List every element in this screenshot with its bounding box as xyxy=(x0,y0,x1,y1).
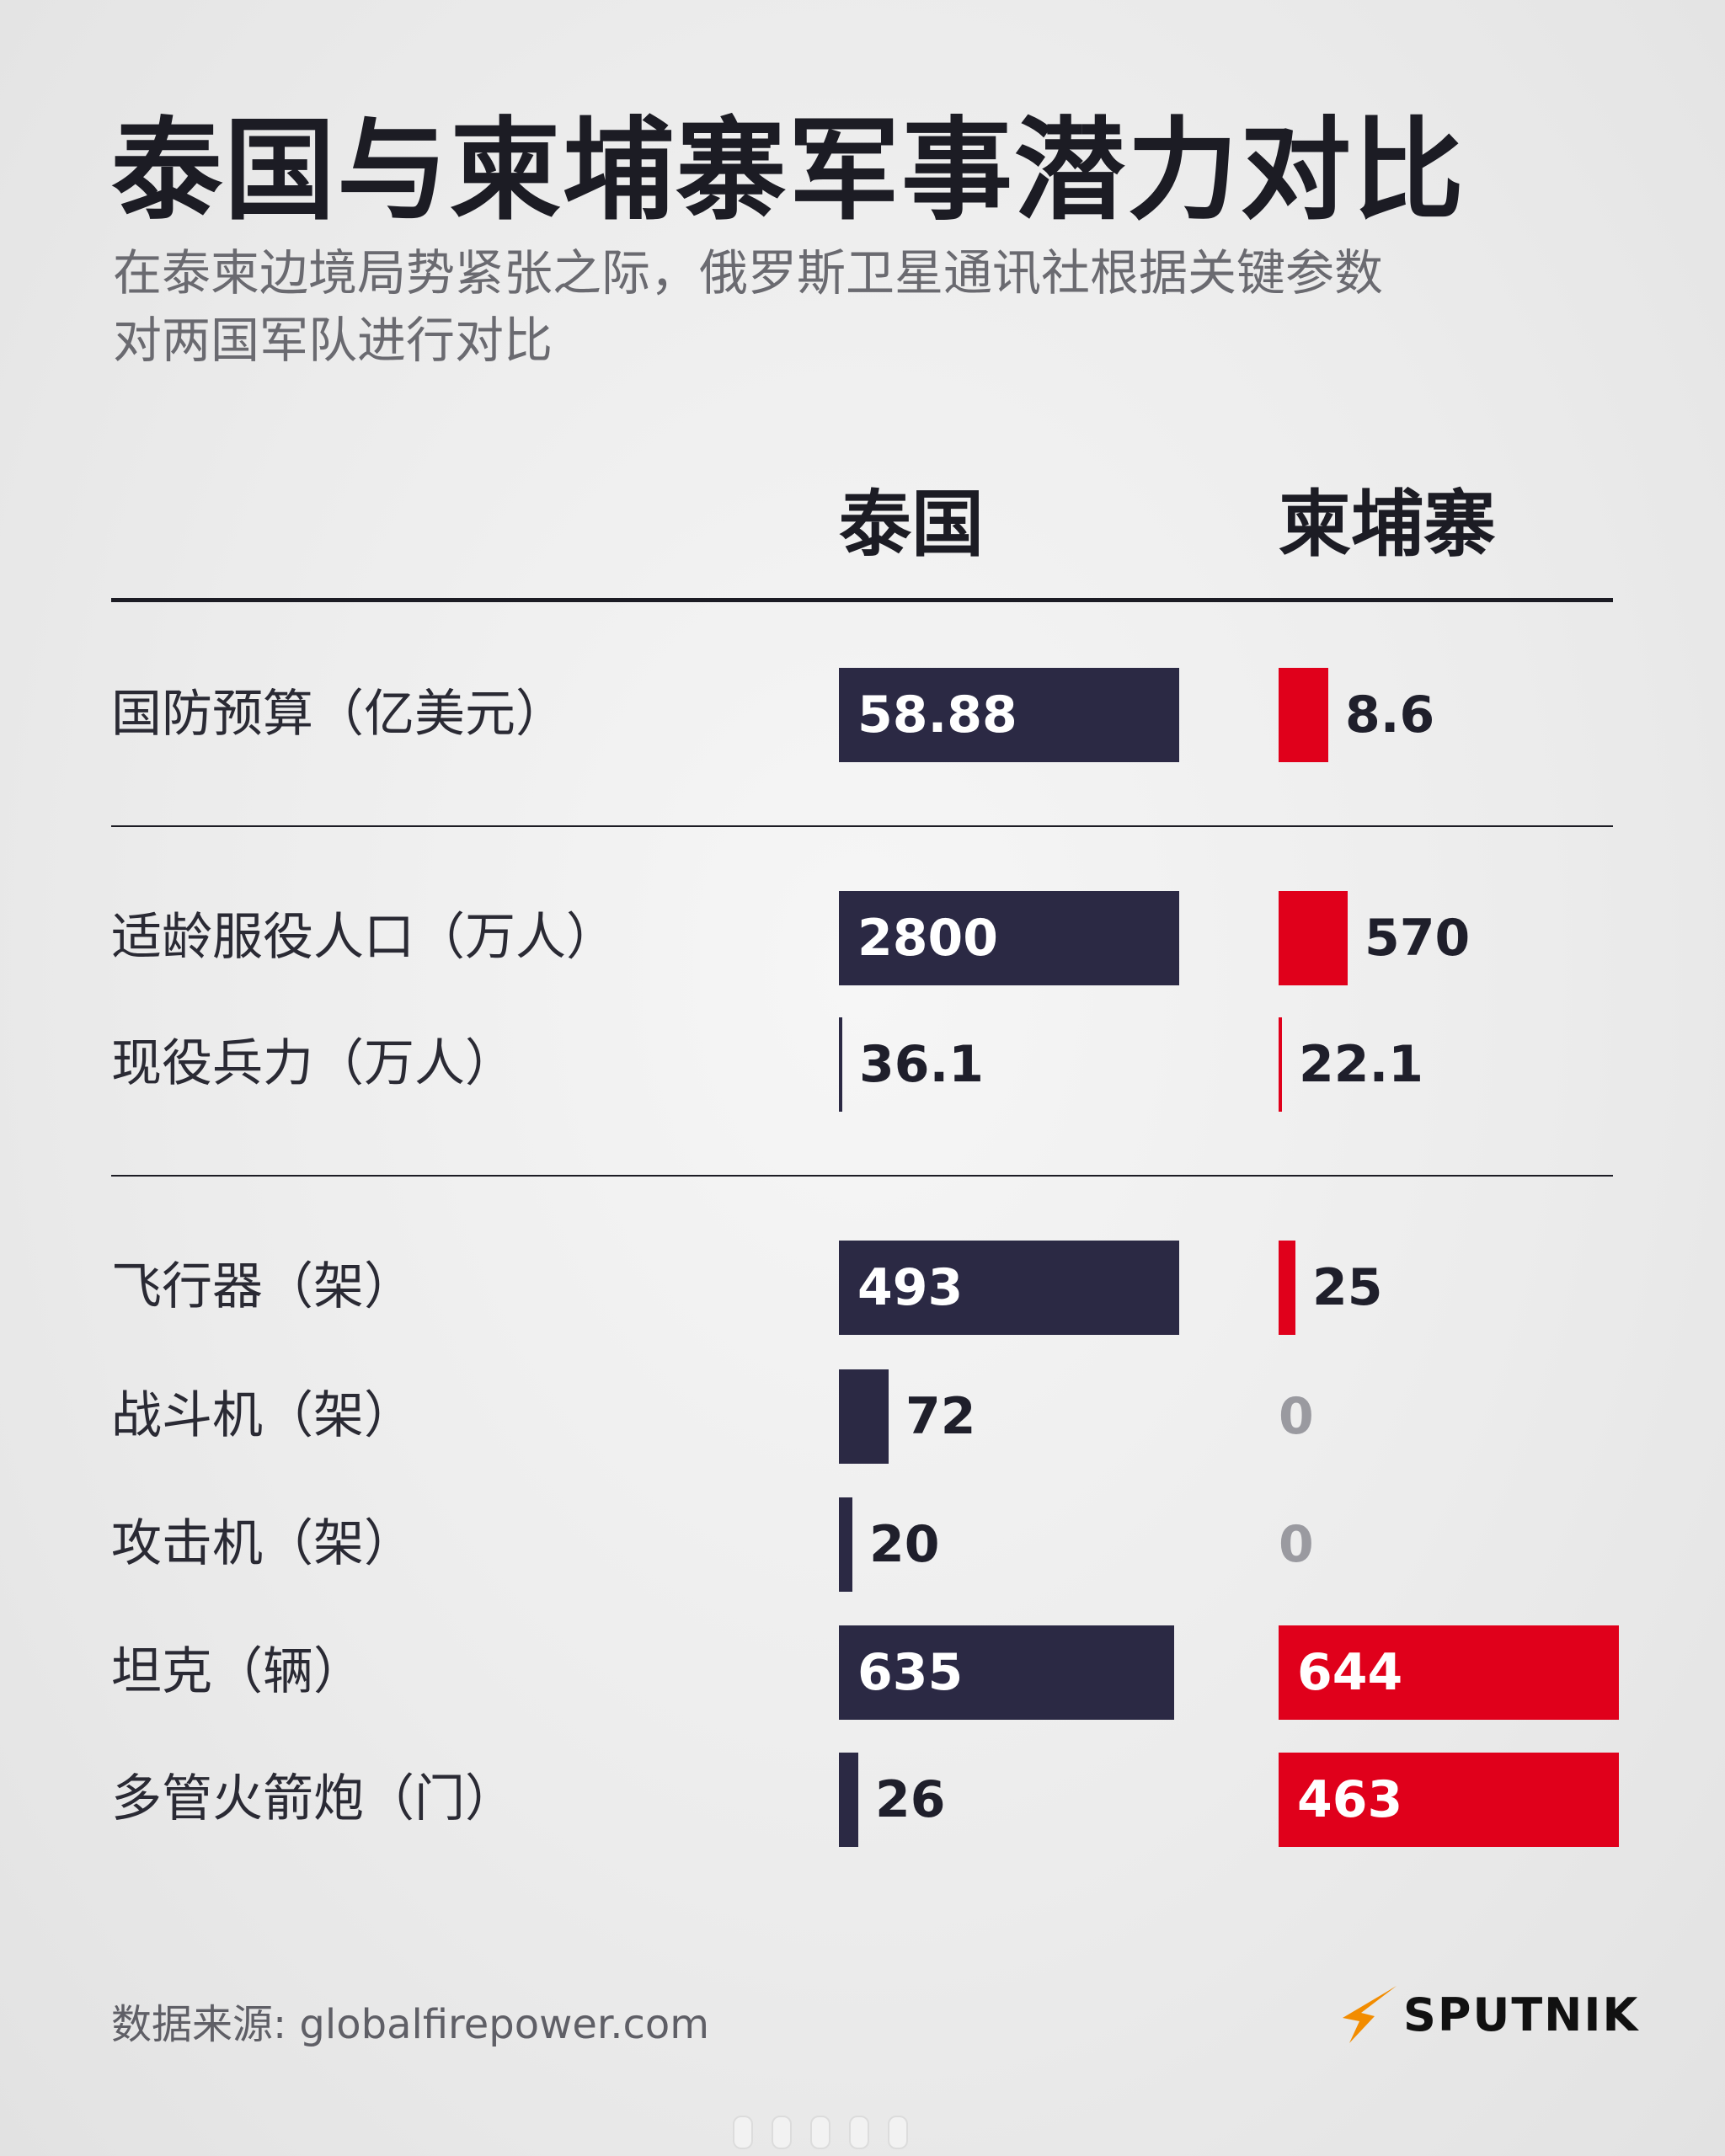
value-label-cambodia: 644 xyxy=(1297,1643,1403,1702)
value-label-cambodia: 8.6 xyxy=(1345,686,1435,744)
value-label-thailand: 72 xyxy=(905,1387,976,1446)
bar-cambodia xyxy=(1279,891,1348,985)
bar-thailand xyxy=(839,1625,1174,1720)
row-label: 坦克（辆） xyxy=(111,1642,364,1701)
page-subtitle: 在泰柬边境局势紧张之际，俄罗斯卫星通讯社根据关键参数对两国军队进行对比 xyxy=(113,244,1384,369)
bar-thailand xyxy=(839,1369,889,1464)
value-label-cambodia: 25 xyxy=(1312,1258,1383,1317)
value-label-cambodia: 22.1 xyxy=(1299,1035,1424,1094)
row-label: 国防预算（亿美元） xyxy=(111,685,566,744)
bar-thailand xyxy=(839,1753,858,1847)
page-dot xyxy=(733,2116,753,2149)
row-label: 多管火箭炮（门） xyxy=(111,1769,515,1828)
bar-cambodia xyxy=(1279,668,1328,762)
brand-name: SPUTNIK xyxy=(1403,1988,1640,2041)
row-label: 战斗机（架） xyxy=(111,1386,414,1445)
value-label-cambodia: 463 xyxy=(1297,1770,1403,1829)
header-divider xyxy=(111,598,1613,602)
sputnik-logo: SPUTNIK xyxy=(1338,1981,1639,2048)
page-dot xyxy=(888,2116,908,2149)
bar-thailand xyxy=(839,1241,1179,1335)
value-label-thailand: 36.1 xyxy=(859,1035,985,1094)
page-title: 泰国与柬埔寨军事潜力对比 xyxy=(111,106,1466,236)
page-indicator xyxy=(733,2116,908,2149)
bar-thailand xyxy=(839,1017,842,1112)
bar-cambodia xyxy=(1279,1017,1282,1112)
bar-thailand xyxy=(839,668,1179,762)
value-label-thailand: 26 xyxy=(875,1770,946,1829)
value-label-cambodia: 0 xyxy=(1279,1515,1314,1574)
bar-thailand xyxy=(839,1497,852,1592)
row-label: 适龄服役人口（万人） xyxy=(111,908,617,967)
value-label-cambodia: 0 xyxy=(1279,1387,1314,1446)
bar-cambodia xyxy=(1279,1753,1619,1847)
bar-cambodia xyxy=(1279,1241,1295,1335)
page-dot xyxy=(810,2116,830,2149)
section-divider xyxy=(111,1175,1613,1177)
row-label: 攻击机（架） xyxy=(111,1514,414,1573)
bar-cambodia xyxy=(1279,1625,1619,1720)
value-label-thailand: 2800 xyxy=(857,909,998,968)
value-label-thailand: 635 xyxy=(857,1643,964,1702)
row-label: 现役兵力（万人） xyxy=(111,1034,515,1093)
page-dot xyxy=(772,2116,792,2149)
column-header-thailand: 泰国 xyxy=(839,483,984,567)
row-label: 飞行器（架） xyxy=(111,1257,414,1316)
column-header-cambodia: 柬埔寨 xyxy=(1279,483,1496,567)
sputnik-star-icon xyxy=(1343,1986,1397,2043)
section-divider xyxy=(111,825,1613,827)
value-label-thailand: 20 xyxy=(869,1515,940,1574)
value-label-thailand: 58.88 xyxy=(857,686,1017,744)
value-label-cambodia: 570 xyxy=(1365,909,1471,968)
data-source: 数据来源: globalfirepower.com xyxy=(111,2001,709,2048)
bar-thailand xyxy=(839,891,1179,985)
page-dot xyxy=(849,2116,869,2149)
value-label-thailand: 493 xyxy=(857,1258,964,1317)
